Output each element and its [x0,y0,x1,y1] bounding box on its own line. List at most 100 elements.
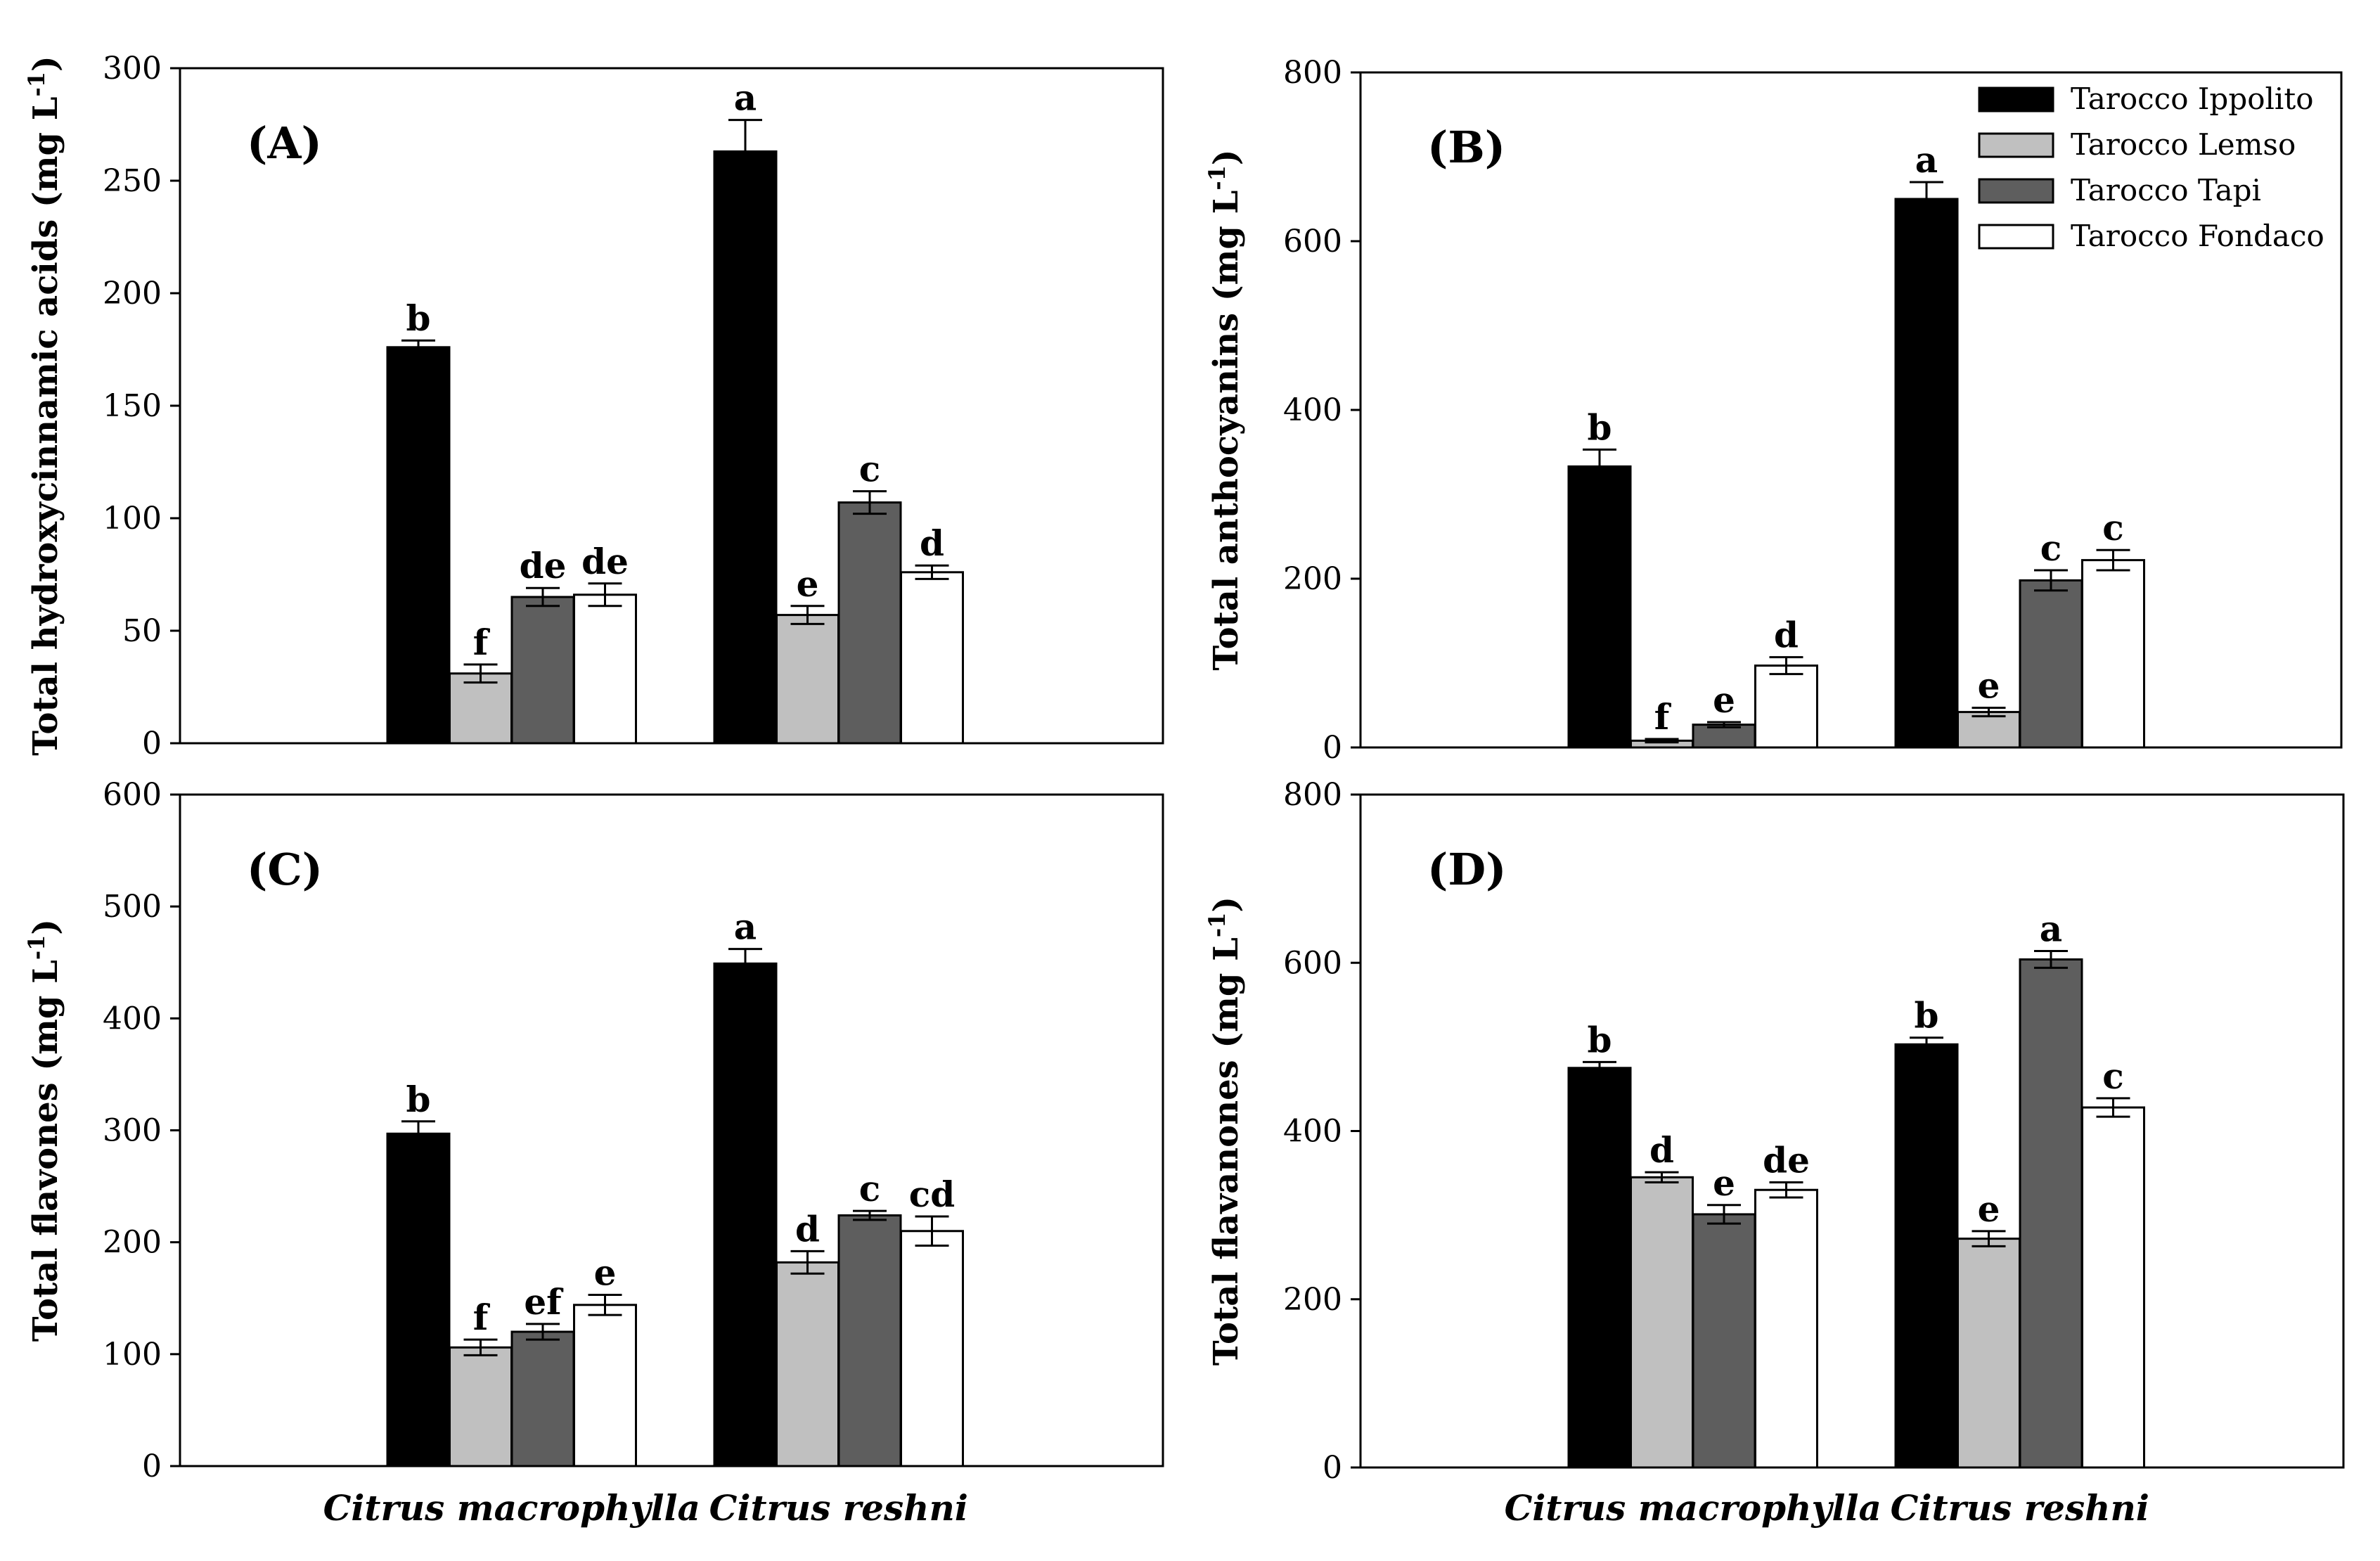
bar-tarocco-fondaco-citrus-reshni [900,1230,964,1467]
bar-tarocco-tapi-citrus-reshni [2019,579,2083,749]
y-tick-label: 0 [142,1448,162,1484]
y-tick-label: 400 [1283,1114,1342,1150]
chart-panel-a: 0 50 100 150 200 250 300 Total hydroxycinnamic … [23,51,1164,762]
y-axis-label-close: ) [1207,897,1246,913]
bar-tarocco-lemso-citrus-reshni [776,614,840,745]
panel-label: (A) [247,117,322,169]
significance-letter: e [1978,665,2000,707]
significance-letter: de [1763,1139,1810,1181]
significance-letter: b [406,1079,431,1120]
bar-tarocco-ippolito-citrus-reshni [1894,198,1959,749]
bar-tarocco-fondaco-citrus-reshni [2081,559,2145,749]
y-tick-label: 200 [103,1225,162,1261]
significance-letter: c [2102,507,2123,548]
significance-letter: f [1654,696,1672,738]
y-axis-label: Total anthocyanins (mg L-1) [1204,149,1246,670]
significance-letter: c [2040,527,2061,569]
y-tick-label: 200 [1283,1282,1342,1318]
significance-letter: e [1713,679,1735,721]
significance-letter: d [1774,615,1799,656]
legend-swatch-tarocco-tapi [1978,178,2054,204]
y-axis-label-close: ) [26,56,65,72]
bar-tarocco-lemso-citrus-reshni [1957,1238,2021,1469]
bar-tarocco-ippolito-citrus-macrophylla [386,346,451,745]
y-axis-label-close: ) [1207,149,1246,165]
y-axis-label-close: ) [26,919,65,935]
y-tick-label: 300 [103,1113,162,1149]
y-axis-label: Total flavones (mg L-1) [23,919,65,1342]
y-axis-label-sup: -1 [23,935,50,961]
bar-tarocco-tapi-citrus-reshni [2019,958,2083,1469]
significance-letter: e [594,1252,617,1293]
significance-letter: e [797,563,819,605]
y-tick-label: 100 [103,501,162,537]
y-tick-label: 50 [122,613,162,649]
bar-tarocco-lemso-citrus-macrophylla [449,672,513,745]
y-axis-label-main: Total hydroxycinnamic acids (mg L [26,96,65,755]
panel-label: (D) [1427,844,1506,895]
y-axis-label-main: Total anthocyanins (mg L [1207,191,1246,671]
bar-tarocco-ippolito-citrus-macrophylla [1567,465,1632,749]
bar-tarocco-ippolito-citrus-macrophylla [1567,1067,1632,1469]
bar-tarocco-ippolito-citrus-reshni [1894,1043,1959,1469]
y-axis-label-sup: -1 [1204,913,1230,938]
significance-letter: e [1713,1162,1735,1204]
legend-swatch-tarocco-ippolito [1978,86,2054,113]
y-tick-label: 400 [1283,392,1342,428]
significance-letter: b [1588,1019,1612,1060]
y-axis-label-sup: -1 [1204,165,1230,191]
y-tick-label: 600 [1283,224,1342,259]
significance-letter: d [1649,1129,1674,1171]
significance-letter: e [1978,1188,2000,1230]
legend-label-tarocco-tapi: Tarocco Tapi [2071,173,2261,207]
bar-tarocco-fondaco-citrus-macrophylla [1754,1188,1818,1469]
chart-panel-d: 0 200 400 600 800 Total flavanones (mg L-1) (D… [1204,777,2345,1529]
y-tick-label: 0 [1323,730,1342,766]
x-category-label: Citrus macrophylla [323,1487,700,1529]
y-tick-label: 600 [103,777,162,813]
bar-tarocco-lemso-citrus-reshni [776,1261,840,1467]
significance-letter: de [520,545,567,586]
significance-letter: d [920,522,944,564]
x-category-label: Citrus reshni [1891,1487,2149,1529]
significance-letter: cd [909,1174,955,1215]
significance-letter: b [406,297,431,339]
y-axis-label-main: Total flavanones (mg L [1207,937,1246,1366]
panel-label: (B) [1427,122,1505,173]
y-tick-label: 100 [103,1337,162,1373]
bar-tarocco-tapi-citrus-reshni [837,501,902,745]
bar-tarocco-ippolito-citrus-reshni [713,150,778,745]
y-tick-label: 0 [1323,1450,1342,1486]
legend-label-tarocco-lemso: Tarocco Lemso [2071,127,2296,162]
bar-tarocco-lemso-citrus-macrophylla [1630,1176,1694,1469]
significance-letter: f [473,622,491,663]
legend-label-tarocco-ippolito: Tarocco Ippolito [2071,82,2314,116]
y-tick-label: 200 [103,276,162,311]
significance-letter: c [2102,1055,2123,1097]
bar-tarocco-fondaco-citrus-reshni [900,571,964,745]
chart-panel-b: 0 200 400 600 800 Total anthocyanins (mg L-1)… [1204,55,2343,766]
significance-letter: a [734,77,757,119]
bar-tarocco-ippolito-citrus-reshni [713,962,778,1467]
bar-tarocco-fondaco-citrus-macrophylla [573,1304,637,1467]
legend-swatch-tarocco-lemso [1978,132,2054,158]
bar-tarocco-tapi-citrus-macrophylla [1692,724,1756,749]
bar-tarocco-tapi-citrus-macrophylla [510,596,575,745]
significance-letter: c [859,449,880,490]
significance-letter: d [795,1208,820,1250]
bar-tarocco-ippolito-citrus-macrophylla [386,1132,451,1467]
bar-tarocco-fondaco-citrus-macrophylla [1754,664,1818,749]
legend-swatch-tarocco-fondaco [1978,224,2054,250]
significance-letter: c [859,1168,880,1209]
y-axis-label-sup: -1 [23,72,50,97]
y-tick-label: 150 [103,388,162,424]
y-tick-label: 600 [1283,945,1342,981]
significance-letter: a [2040,908,2062,950]
panel-label: (C) [247,844,323,895]
bar-tarocco-tapi-citrus-macrophylla [510,1330,575,1467]
y-tick-label: 400 [103,1001,162,1036]
chart-panel-c: 0 100 200 300 400 500 600 Total flavones (mg L-… [23,777,1164,1529]
y-axis-label-main: Total flavones (mg L [26,960,65,1342]
y-tick-label: 300 [103,51,162,86]
